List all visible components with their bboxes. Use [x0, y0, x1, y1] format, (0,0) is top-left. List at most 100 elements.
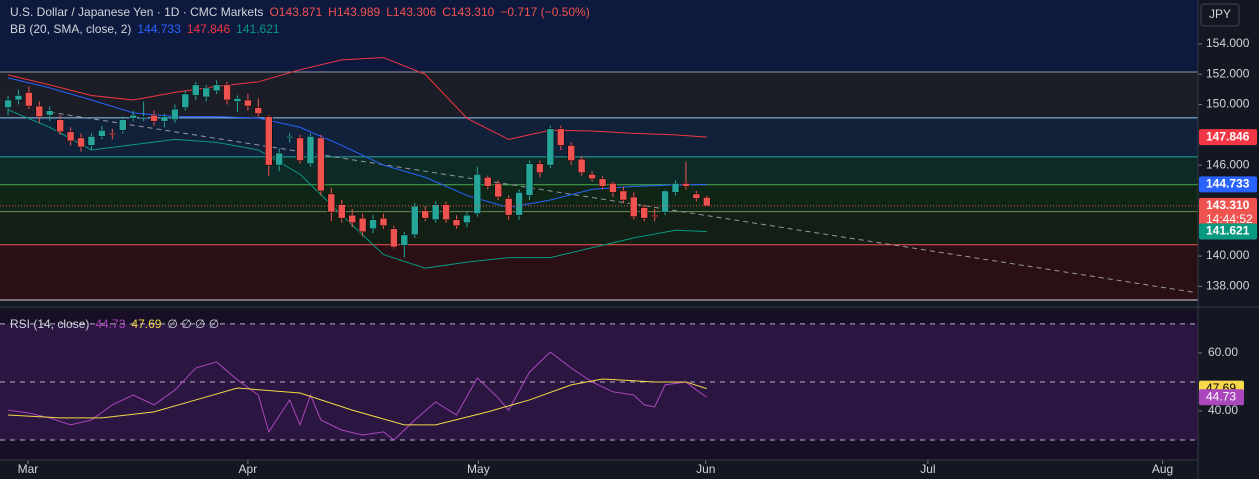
candle-body — [411, 205, 419, 236]
y-tick-label: 138.000 — [1206, 279, 1250, 293]
y-tick-label: 140.000 — [1206, 248, 1250, 262]
trendline — [49, 111, 1195, 293]
bb-label: BB (20, SMA, close, 2) — [10, 22, 131, 36]
candle-body — [494, 183, 502, 198]
y-tick-label: 146.000 — [1206, 157, 1250, 171]
rsi-badge-bg — [1199, 389, 1244, 406]
candle-body — [379, 217, 388, 227]
candle-body — [35, 105, 44, 117]
candle-body — [421, 210, 429, 219]
bb-line — [7, 77, 707, 209]
candle-body — [546, 128, 555, 166]
candle-body — [504, 198, 513, 216]
candle-body — [129, 114, 137, 119]
candle-body — [160, 116, 169, 122]
rsi-band — [0, 323, 1198, 440]
ohlc-label: C143.310 — [442, 5, 494, 19]
y-tick-label: 150.000 — [1206, 97, 1250, 111]
candle-body — [139, 116, 148, 118]
x-tick-label: Aug — [1152, 462, 1173, 476]
candle-body — [45, 110, 54, 116]
candle-body — [296, 137, 304, 161]
candle-body — [442, 204, 450, 220]
bb-value: 141.621 — [236, 22, 280, 36]
rsi-label: RSI (14, close) — [10, 317, 89, 331]
candle-body — [640, 207, 648, 219]
candle-body — [661, 190, 669, 213]
x-tick-label: May — [467, 462, 490, 476]
candle-body — [327, 193, 336, 213]
symbol-title: U.S. Dollar / Japanese Yen · 1D · CMC Ma… — [10, 5, 263, 19]
candle-body — [233, 98, 242, 102]
candle-body — [244, 99, 252, 107]
rsi-header: RSI (14, close) 44.73 47.69 ∅ ∅ ∅ ∅ — [10, 317, 219, 331]
basis-badge: 144.733 — [1206, 177, 1250, 191]
price-badge: 143.310 — [1206, 198, 1250, 212]
candle-body — [588, 173, 596, 180]
candle-body — [682, 183, 690, 187]
candle-body — [171, 108, 179, 120]
price-badge-bg — [1199, 197, 1257, 228]
rsi-badge: 44.73 — [1206, 389, 1236, 403]
zone — [0, 211, 1198, 245]
candle-body — [317, 137, 325, 192]
candle-body — [557, 128, 565, 146]
candle-body — [400, 234, 409, 246]
candle-body — [285, 136, 294, 139]
currency: JPY — [1209, 7, 1231, 21]
candle-body — [192, 84, 200, 96]
candle-body — [77, 137, 85, 148]
candle-body — [25, 92, 33, 107]
candle-body — [119, 119, 127, 131]
candle-body — [536, 163, 544, 173]
x-tick-label: Mar — [18, 462, 39, 476]
zone — [0, 71, 1198, 118]
y-tick-label: 152.000 — [1206, 66, 1250, 80]
upper-badge: 147.846 — [1206, 129, 1250, 143]
ohlc-label: H143.989 — [328, 5, 380, 19]
candle-body — [463, 214, 471, 223]
candle-body — [515, 192, 523, 216]
ohlc-label: O143.871 — [269, 5, 322, 19]
candle-body — [265, 116, 273, 166]
candle-body — [703, 197, 711, 207]
candle-body — [275, 152, 283, 166]
candle-body — [14, 95, 23, 101]
candle-body — [306, 136, 315, 164]
bb-header: BB (20, SMA, close, 2) 144.733 147.846 141.… — [10, 22, 280, 36]
x-tick-label: Jun — [696, 462, 715, 476]
candle-body — [254, 107, 263, 114]
candle-body — [338, 204, 346, 219]
candle-body — [202, 87, 210, 98]
candle-body — [473, 173, 482, 214]
x-tick-label: Apr — [239, 462, 258, 476]
candle-body — [630, 196, 638, 217]
zone — [0, 117, 1198, 157]
lower-badge: 141.621 — [1206, 224, 1250, 238]
rsi-line — [8, 378, 707, 426]
candle-body — [66, 131, 75, 142]
candle-body — [56, 119, 64, 133]
candle-body — [671, 183, 680, 193]
zone — [0, 0, 1198, 72]
y-tick-label: 40.00 — [1208, 403, 1238, 417]
candle-body — [598, 178, 607, 187]
candle-body — [609, 183, 617, 193]
countdown: 14:44:52 — [1206, 212, 1253, 226]
y-tick-label: 154.000 — [1206, 36, 1250, 50]
header: U.S. Dollar / Japanese Yen · 1D · CMC Ma… — [10, 5, 590, 19]
upper-badge-bg — [1199, 129, 1257, 146]
rsi-placeholders: ∅ ∅ ∅ ∅ — [167, 317, 219, 331]
bb-line — [7, 57, 707, 140]
candle-body — [150, 114, 158, 122]
candle-body — [4, 99, 12, 108]
candle-body — [87, 136, 96, 146]
lower-badge-bg — [1199, 223, 1257, 240]
candle-body — [348, 214, 356, 223]
candle-body — [223, 84, 231, 101]
candle-body — [567, 145, 575, 161]
rsi-value: 44.73 — [95, 317, 125, 331]
candle-body — [390, 228, 398, 248]
